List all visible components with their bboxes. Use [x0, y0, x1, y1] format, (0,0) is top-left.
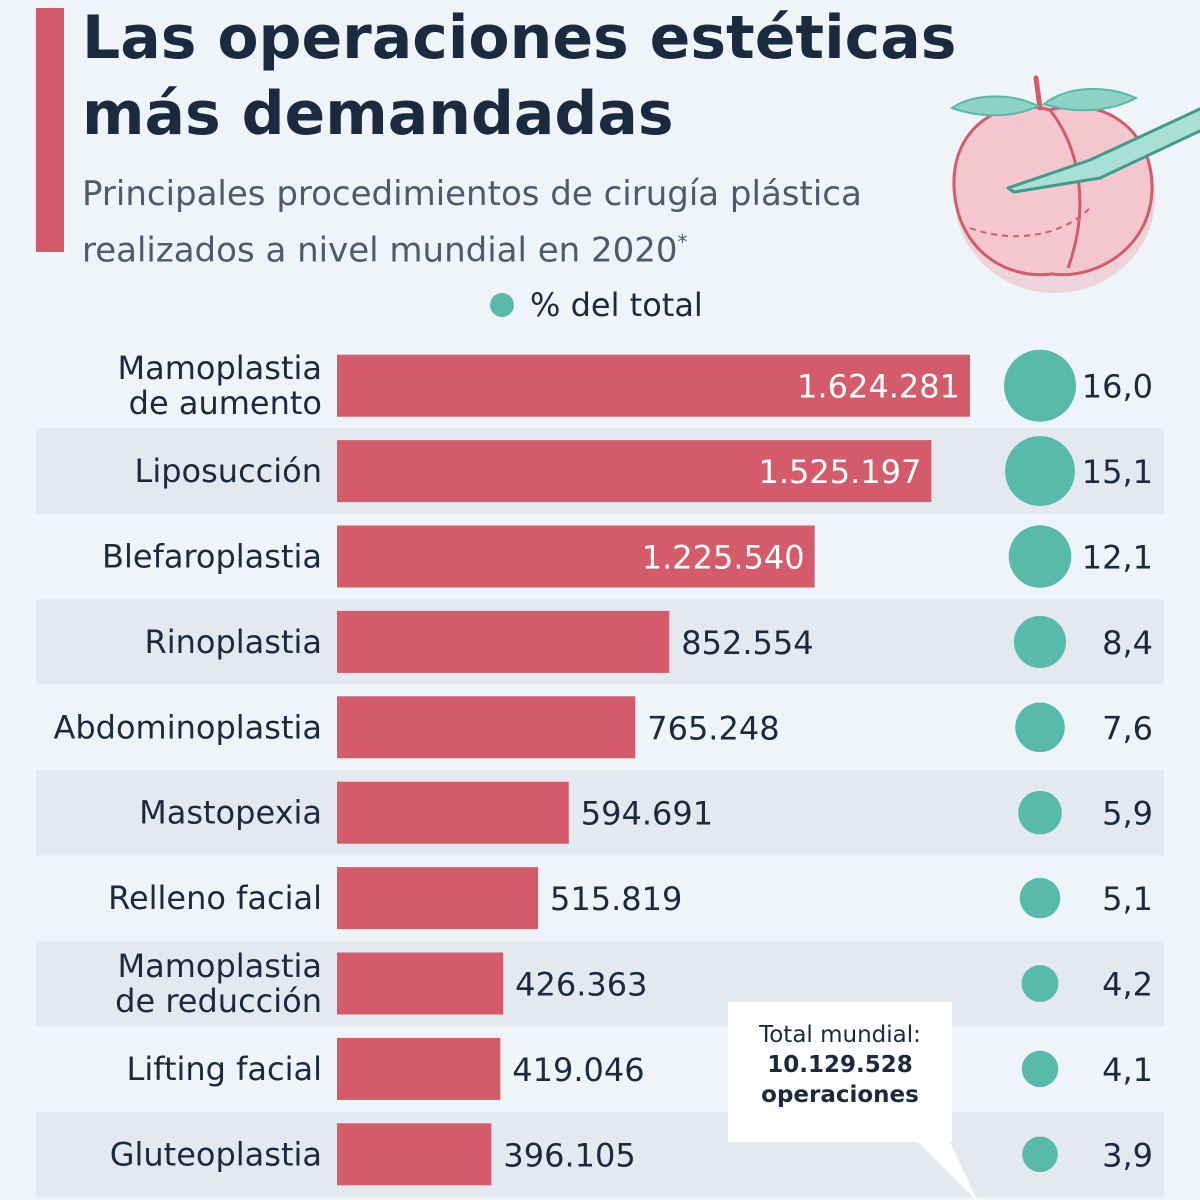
category-label: Rinoplastia: [144, 623, 322, 661]
category-label: Mamoplastia de reducción: [115, 947, 322, 1020]
total-callout: Total mundial: 10.129.528 operaciones: [728, 1020, 952, 1110]
row-band: [36, 940, 1164, 1027]
percent-bubble: [1008, 525, 1072, 588]
category-label-line: Rinoplastia: [144, 623, 322, 661]
value-label: 852.554: [681, 624, 813, 662]
value-label: 515.819: [550, 880, 682, 918]
accent-bar: [36, 8, 64, 252]
percent-bubble: [1013, 615, 1067, 668]
percent-bubble: [1005, 436, 1075, 507]
category-label-line: de aumento: [129, 384, 322, 422]
percent-label: 5,9: [1102, 795, 1153, 833]
category-label-line: Lifting facial: [127, 1050, 322, 1088]
row-band: [36, 1111, 1164, 1197]
category-label-line: Mastopexia: [139, 794, 322, 832]
percent-label: 4,2: [1102, 966, 1153, 1004]
category-label: Gluteoplastia: [110, 1135, 322, 1173]
percent-label: 4,1: [1102, 1051, 1153, 1089]
total-callout-box: [728, 1002, 978, 1200]
category-label: Liposucción: [135, 452, 323, 490]
category-label-line: Mamoplastia: [118, 947, 323, 985]
subtitle-footnote-mark: *: [677, 230, 688, 254]
value-label: 1.624.281: [797, 368, 960, 406]
percent-label: 15,1: [1082, 453, 1153, 491]
bar: [337, 440, 932, 503]
leaf-left-icon: [949, 95, 1041, 117]
percent-label: 16,0: [1082, 368, 1153, 406]
value-label: 765.248: [647, 709, 779, 747]
category-label-line: de reducción: [115, 982, 322, 1020]
subtitle-text: Principales procedimientos de cirugía pl…: [82, 174, 862, 271]
percent-label: 8,4: [1102, 624, 1153, 662]
chart-title: Las operaciones estéticas más demandadas: [82, 3, 957, 149]
percent-bubble: [1022, 1136, 1058, 1173]
total-value: 10.129.528: [767, 1052, 913, 1078]
percent-bubble: [1021, 965, 1059, 1002]
category-label-line: Blefaroplastia: [102, 538, 322, 576]
peach-cut-line: [969, 207, 1091, 238]
peach-stem: [1033, 75, 1043, 111]
bar: [337, 525, 815, 588]
chart-subtitle: Principales procedimientos de cirugía pl…: [82, 170, 942, 274]
bar: [337, 1123, 492, 1186]
percent-label: 7,6: [1102, 709, 1153, 747]
percent-bubble: [1021, 1050, 1059, 1088]
category-label: Blefaroplastia: [102, 538, 322, 576]
bar: [337, 952, 504, 1015]
legend: % del total: [490, 282, 703, 328]
category-label-line: Gluteoplastia: [110, 1135, 322, 1173]
value-label: 419.046: [512, 1051, 644, 1089]
percent-bubble: [1019, 877, 1061, 919]
legend-label: % del total: [530, 286, 703, 324]
bar: [337, 610, 670, 673]
legend-bubble-icon: [490, 293, 514, 317]
value-label: 396.105: [503, 1136, 635, 1174]
category-label-line: Liposucción: [135, 452, 323, 490]
row-band: [36, 770, 1164, 856]
bar: [337, 696, 636, 759]
bar: [337, 781, 569, 844]
total-label: Total mundial:: [759, 1022, 921, 1048]
bar: [337, 1037, 501, 1100]
category-label: Mamoplastia de aumento: [118, 349, 323, 422]
leaf-right-icon: [1041, 87, 1139, 112]
category-label: Lifting facial: [127, 1050, 322, 1088]
percent-label: 5,1: [1102, 880, 1153, 918]
bar: [337, 867, 539, 930]
scalpel-icon: [1006, 107, 1200, 194]
percent-bubble: [1018, 790, 1062, 835]
bar: [337, 354, 970, 417]
percent-label: 3,9: [1102, 1136, 1153, 1174]
category-label: Mastopexia: [139, 794, 322, 832]
peach-scalpel-illustration: [949, 75, 1200, 293]
value-label: 594.691: [581, 795, 713, 833]
value-label: 426.363: [515, 966, 647, 1004]
value-label: 1.525.197: [759, 453, 922, 491]
category-label: Relleno facial: [108, 879, 322, 917]
category-label-line: Abdominoplastia: [53, 708, 322, 746]
category-label-line: Mamoplastia: [118, 349, 323, 387]
percent-bubble: [1015, 702, 1065, 753]
total-unit: operaciones: [761, 1082, 919, 1108]
category-label-line: Relleno facial: [108, 879, 322, 917]
value-label: 1.225.540: [642, 539, 805, 577]
percent-label: 12,1: [1082, 539, 1153, 577]
percent-bubble: [1004, 349, 1076, 422]
category-label: Abdominoplastia: [53, 708, 322, 746]
